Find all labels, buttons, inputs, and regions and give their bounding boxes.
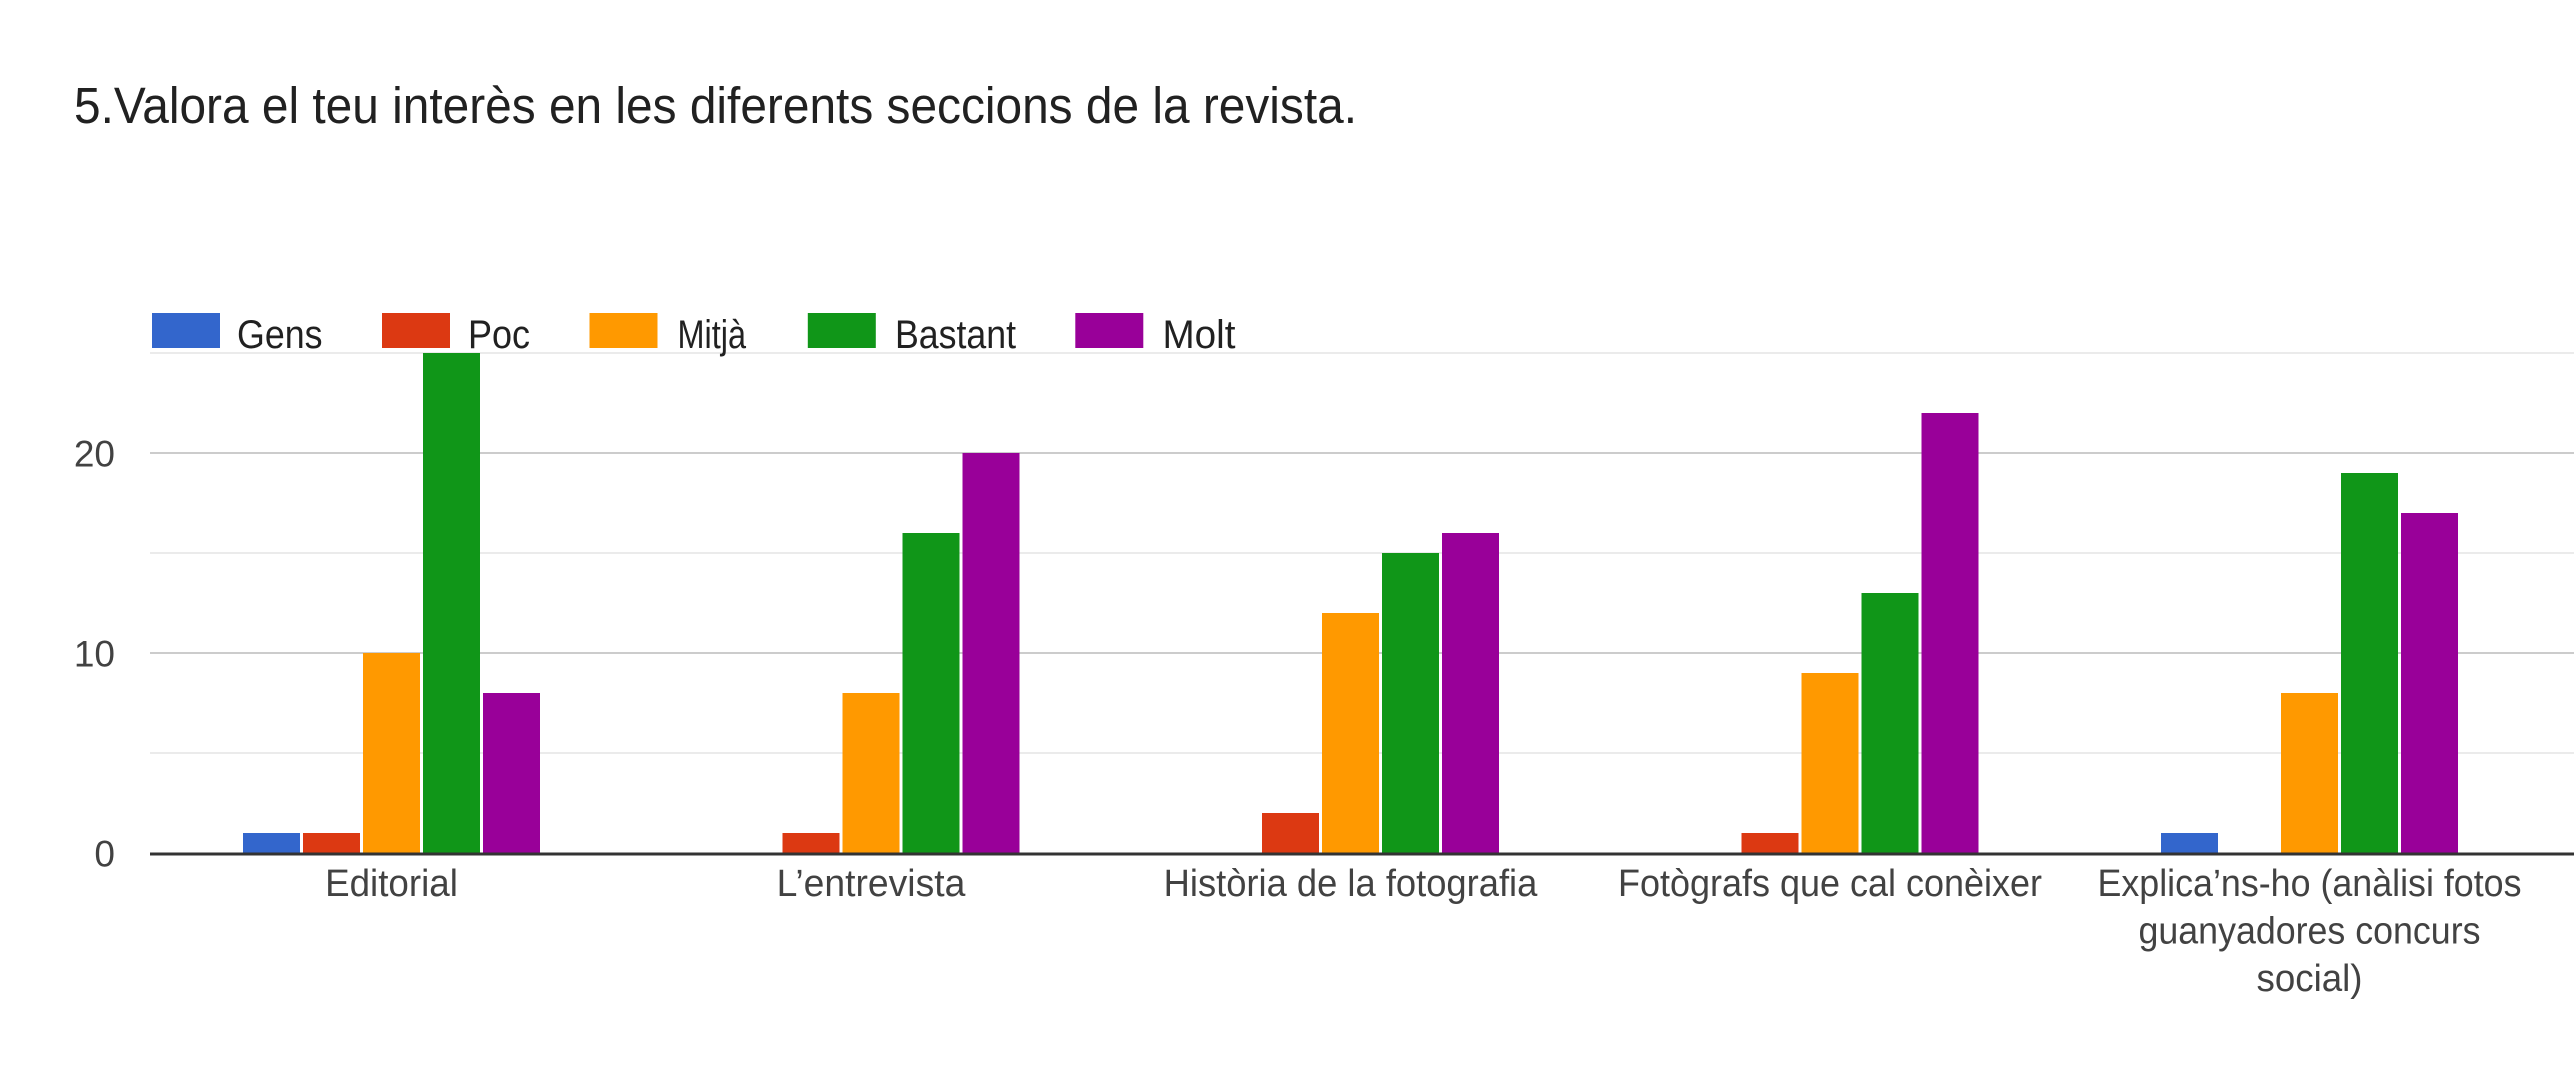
svg-text:5.Valora el teu interès en les: 5.Valora el teu interès en les diferents… bbox=[74, 77, 1357, 134]
svg-text:Fotògrafs que cal conèixer: Fotògrafs que cal conèixer bbox=[1618, 863, 2042, 905]
svg-text:Mitjà: Mitjà bbox=[678, 313, 747, 357]
svg-text:Història de la fotografia: Història de la fotografia bbox=[1164, 863, 1539, 905]
svg-text:social): social) bbox=[2257, 958, 2363, 1000]
svg-text:0: 0 bbox=[94, 834, 115, 875]
svg-text:20: 20 bbox=[74, 434, 115, 475]
svg-text:L’entrevista: L’entrevista bbox=[777, 863, 967, 905]
svg-text:Editorial: Editorial bbox=[325, 863, 458, 905]
svg-text:Explica’ns-ho (anàlisi fotos: Explica’ns-ho (anàlisi fotos bbox=[2098, 863, 2522, 905]
svg-text:guanyadores concurs: guanyadores concurs bbox=[2139, 911, 2481, 953]
svg-text:Molt: Molt bbox=[1163, 313, 1236, 357]
svg-text:10: 10 bbox=[74, 634, 115, 675]
svg-text:Gens: Gens bbox=[237, 313, 323, 357]
svg-text:Poc: Poc bbox=[468, 313, 530, 357]
svg-text:Bastant: Bastant bbox=[895, 313, 1016, 357]
